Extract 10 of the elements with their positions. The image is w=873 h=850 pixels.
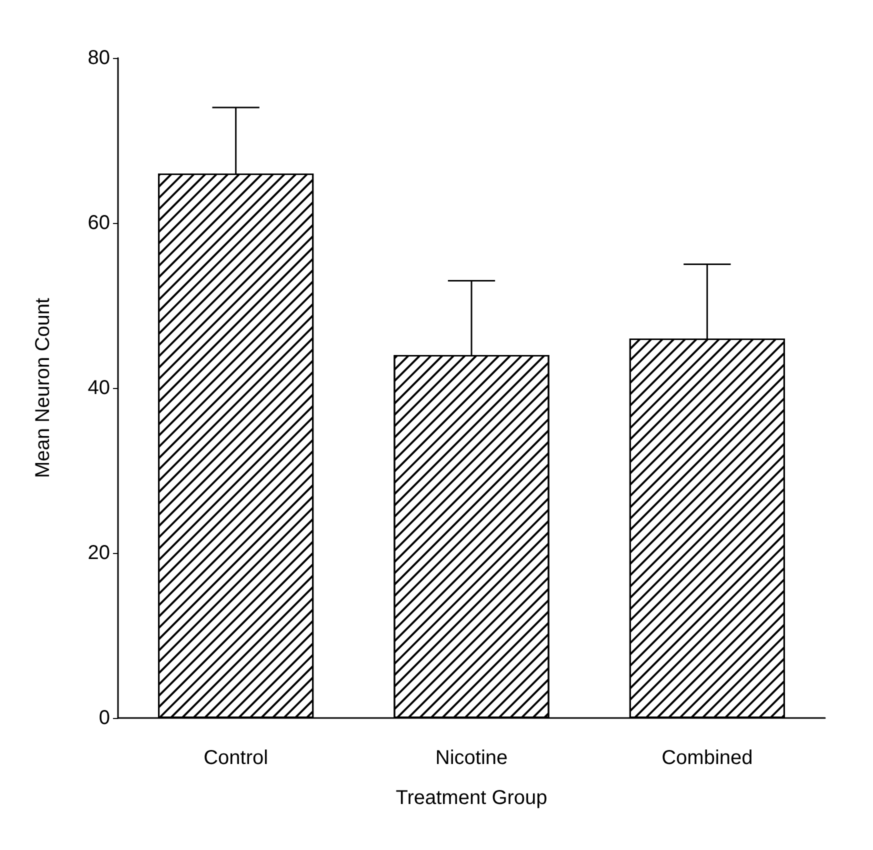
y-tick-label: 60: [88, 212, 110, 234]
x-axis-title: Treatment Group: [396, 787, 548, 809]
y-tick-label: 0: [98, 707, 110, 729]
y-axis-title: Mean Neuron Count: [32, 298, 54, 478]
y-tick-label: 80: [88, 47, 110, 69]
y-tick-label: 40: [88, 377, 110, 399]
y-tick-label: 20: [88, 542, 110, 564]
x-tick-label: Nicotine: [435, 747, 508, 769]
x-tick-label: Control: [204, 747, 268, 769]
x-tick-label: Combined: [662, 747, 753, 769]
